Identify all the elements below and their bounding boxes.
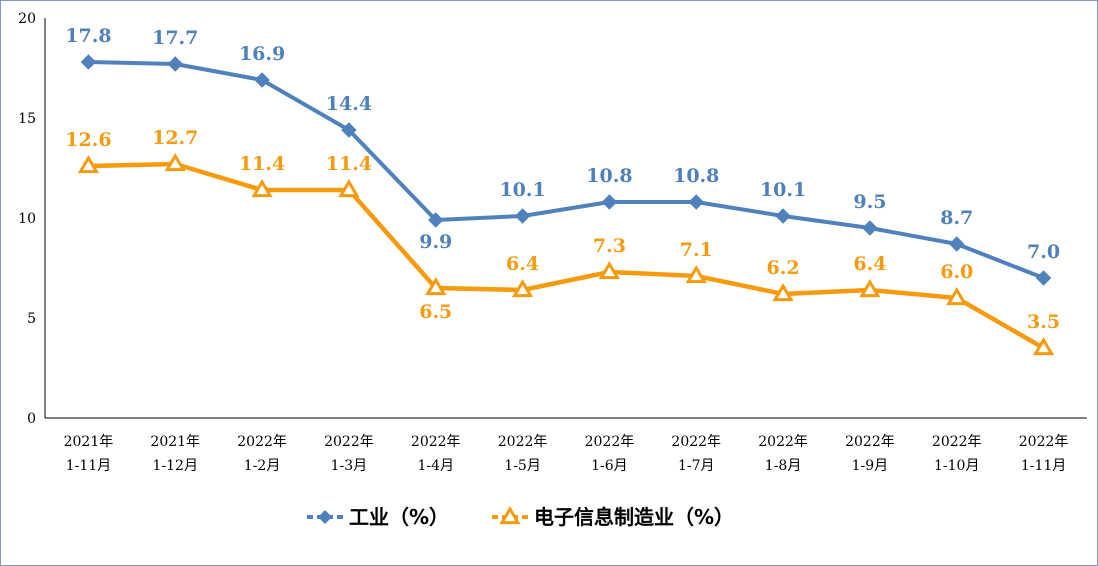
data-label: 16.9 bbox=[239, 43, 285, 65]
series-industry: 17.8 17.7 16.9 14.4 9.9 10.1 10.8 10.8 10.1 9.5 8.… bbox=[65, 25, 1060, 286]
data-label: 17.7 bbox=[152, 27, 198, 49]
data-label: 6.4 bbox=[853, 253, 886, 275]
data-label: 17.8 bbox=[65, 25, 111, 47]
x-tick-label-year: 2022年 bbox=[237, 434, 287, 450]
data-point-diamond bbox=[949, 236, 965, 252]
x-tick-label-year: 2022年 bbox=[585, 434, 635, 450]
data-point-triangle bbox=[772, 283, 794, 302]
legend-label: 工业（%） bbox=[349, 505, 449, 529]
data-point-triangle bbox=[859, 279, 881, 298]
data-label: 10.8 bbox=[586, 165, 632, 187]
data-label: 6.5 bbox=[419, 301, 452, 323]
x-tick-label-period: 1-3月 bbox=[331, 458, 368, 474]
data-label: 10.1 bbox=[499, 179, 545, 201]
x-tick-label-period: 1-10月 bbox=[934, 458, 979, 474]
data-label: 6.0 bbox=[940, 261, 973, 283]
data-label: 8.7 bbox=[940, 207, 973, 229]
x-tick-label-period: 1-7月 bbox=[678, 458, 715, 474]
y-tick-label: 0 bbox=[27, 411, 36, 427]
data-label: 11.4 bbox=[239, 153, 285, 175]
data-label: 3.5 bbox=[1027, 311, 1060, 333]
data-label: 12.6 bbox=[65, 129, 111, 151]
y-axis-ticks: 0 5 10 15 20 bbox=[18, 11, 36, 427]
x-tick-label-period: 1-11月 bbox=[66, 458, 111, 474]
x-tick-label-period: 1-2月 bbox=[244, 458, 281, 474]
data-label: 10.8 bbox=[673, 165, 719, 187]
legend-entry-industry: 工业（%） bbox=[307, 505, 449, 529]
data-point-diamond bbox=[80, 54, 97, 70]
data-point-triangle bbox=[685, 265, 707, 284]
data-label: 6.4 bbox=[506, 253, 539, 275]
y-tick-label: 15 bbox=[18, 111, 36, 127]
data-point-triangle bbox=[425, 277, 447, 296]
legend-entry-electronics: 电子信息制造业（%） bbox=[492, 505, 734, 529]
y-tick-label: 20 bbox=[18, 11, 36, 27]
data-point-triangle bbox=[251, 179, 273, 198]
x-tick-label-year: 2022年 bbox=[932, 434, 982, 450]
data-label: 6.2 bbox=[767, 257, 800, 279]
data-point-triangle bbox=[338, 179, 360, 198]
x-tick-label-period: 1-12月 bbox=[153, 458, 198, 474]
data-point-triangle bbox=[511, 279, 534, 298]
series-line bbox=[88, 60, 1045, 280]
data-point-diamond bbox=[601, 194, 618, 210]
x-tick-label-period: 1-9月 bbox=[852, 458, 889, 474]
x-tick-label-year: 2021年 bbox=[64, 434, 114, 450]
data-point-diamond bbox=[862, 220, 878, 236]
data-point-diamond bbox=[775, 208, 791, 224]
series-layer: 17.8 17.7 16.9 14.4 9.9 10.1 10.8 10.8 10.1 9.5 8.… bbox=[65, 25, 1060, 356]
legend-marker-diamond bbox=[318, 510, 332, 524]
x-tick-label-year: 2022年 bbox=[758, 434, 808, 450]
series-line bbox=[88, 161, 1045, 350]
series-electronics: 12.6 12.7 11.4 11.4 6.5 6.4 7.3 7.1 6.2 6.4 6.0 3.5 bbox=[65, 127, 1060, 356]
x-axis-ticks: 2021年 1-11月 2021年 1-12月 2022年 1-2月 2022年 1-3月 20… bbox=[64, 434, 1069, 474]
data-label: 10.1 bbox=[760, 179, 806, 201]
data-label: 11.4 bbox=[326, 153, 372, 175]
data-point-triangle bbox=[1032, 337, 1055, 356]
x-tick-label-year: 2022年 bbox=[411, 434, 461, 450]
data-point-triangle bbox=[164, 153, 186, 172]
data-point-triangle bbox=[77, 155, 100, 174]
x-tick-label-year: 2022年 bbox=[845, 434, 895, 450]
data-point-diamond bbox=[688, 194, 704, 210]
legend: 工业（%） 电子信息制造业（%） bbox=[307, 505, 734, 529]
x-tick-label-period: 1-11月 bbox=[1021, 458, 1066, 474]
x-tick-label-year: 2022年 bbox=[1019, 434, 1069, 450]
data-point-triangle bbox=[946, 287, 968, 306]
data-point-diamond bbox=[254, 72, 270, 88]
x-tick-label-period: 1-8月 bbox=[765, 458, 802, 474]
legend-marker-triangle bbox=[499, 506, 521, 525]
data-label: 9.5 bbox=[853, 191, 886, 213]
data-label: 7.0 bbox=[1027, 241, 1060, 263]
x-tick-label-year: 2022年 bbox=[324, 434, 374, 450]
x-tick-label-period: 1-6月 bbox=[591, 458, 628, 474]
data-point-diamond bbox=[341, 122, 357, 138]
y-tick-label: 10 bbox=[18, 211, 36, 227]
x-tick-label-year: 2022年 bbox=[498, 434, 548, 450]
data-label: 14.4 bbox=[326, 93, 372, 115]
legend-label: 电子信息制造业（%） bbox=[534, 505, 734, 529]
x-tick-label-year: 2022年 bbox=[671, 434, 721, 450]
data-label: 7.3 bbox=[593, 235, 626, 257]
data-point-triangle bbox=[598, 261, 621, 280]
x-tick-label-period: 1-4月 bbox=[417, 458, 454, 474]
y-tick-label: 5 bbox=[27, 311, 36, 327]
data-label: 7.1 bbox=[680, 239, 713, 261]
data-label: 9.9 bbox=[419, 231, 452, 253]
data-point-diamond bbox=[428, 212, 444, 228]
data-label: 12.7 bbox=[152, 127, 198, 149]
data-point-diamond bbox=[1035, 270, 1052, 286]
data-point-diamond bbox=[167, 56, 183, 72]
x-tick-label-period: 1-5月 bbox=[504, 458, 541, 474]
x-tick-label-year: 2021年 bbox=[150, 434, 200, 450]
data-point-diamond bbox=[514, 208, 531, 224]
